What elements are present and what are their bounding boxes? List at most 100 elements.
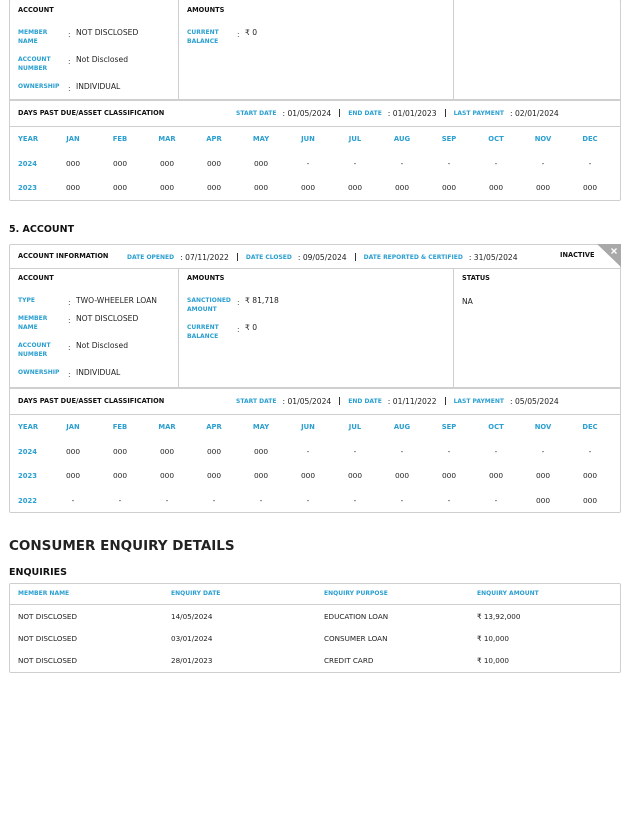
table-cell: EDUCATION LOAN: [324, 612, 389, 621]
divider: [9, 100, 621, 101]
column-heading: AMOUNTS: [187, 274, 225, 282]
table-header: JUN: [301, 135, 315, 143]
dpd-cell: -: [400, 495, 404, 505]
colon: [68, 54, 71, 67]
dpd-cell: -: [306, 495, 310, 505]
dpd-cell: 000: [488, 471, 504, 480]
colon: [68, 340, 71, 353]
dpd-heading: DAYS PAST DUE/ASSET CLASSIFICATION: [18, 397, 165, 405]
table-header: FEB: [112, 135, 128, 143]
table-header: JAN: [66, 135, 80, 143]
dpd-cell: 000: [65, 471, 81, 480]
dpd-cell: 000: [206, 471, 222, 480]
divider: [9, 268, 621, 269]
dpd-cell: -: [588, 446, 592, 456]
dpd-cell: 000: [300, 183, 316, 192]
year-cell: 2022: [18, 496, 37, 505]
field-label: ACCOUNT NUMBER: [18, 342, 51, 358]
table-cell: ₹ 13,92,000: [477, 612, 521, 621]
dpd-cell: -: [165, 495, 169, 505]
table-header: AUG: [393, 423, 411, 431]
date-label: LAST PAYMENT: [453, 397, 504, 405]
field-label: MEMBER NAME: [18, 315, 48, 331]
dpd-cell: 000: [206, 446, 222, 456]
divider: [9, 126, 621, 127]
table-header: OCT: [488, 423, 504, 431]
dpd-cell: 000: [582, 471, 598, 480]
date-label: END DATE: [348, 397, 382, 405]
dpd-cell: -: [400, 446, 404, 456]
table-header: DEC: [582, 135, 598, 143]
field-label: OWNERSHIP: [18, 83, 60, 90]
account-card: [9, 244, 621, 513]
divider: [9, 387, 621, 388]
dpd-cell: 000: [159, 158, 175, 168]
dpd-cell: -: [353, 495, 357, 505]
table-header: APR: [206, 135, 222, 143]
table-header: FEB: [112, 423, 128, 431]
field-label: ACCOUNT NUMBER: [18, 56, 51, 72]
dpd-cell: 000: [159, 446, 175, 456]
table-header: AUG: [393, 135, 411, 143]
dpd-cell: -: [541, 158, 545, 168]
date-value: 09/05/2024: [298, 253, 347, 262]
dpd-cell: -: [118, 495, 122, 505]
table-header: NOV: [534, 423, 552, 431]
dpd-cell: 000: [65, 158, 81, 168]
dpd-cell: -: [353, 158, 357, 168]
date-label: DATE REPORTED & CERTIFIED: [363, 253, 463, 261]
separator: [339, 109, 341, 117]
table-header: ENQUIRY AMOUNT: [477, 590, 539, 597]
date-value: 01/05/2024: [282, 397, 331, 406]
dpd-cell: 000: [347, 183, 363, 192]
date-value: 01/05/2024: [282, 109, 331, 118]
field-value: TWO-WHEELER LOAN: [76, 296, 157, 305]
separator: [444, 397, 446, 405]
table-cell: NOT DISCLOSED: [18, 612, 77, 621]
info-heading: ACCOUNT INFORMATION: [18, 252, 109, 260]
date-value: 07/11/2022: [180, 253, 229, 262]
date-value: 01/01/2023: [388, 109, 437, 118]
dpd-cell: 000: [394, 471, 410, 480]
table-cell: 28/01/2023: [171, 656, 213, 665]
dpd-cell: -: [71, 495, 75, 505]
date-label: END DATE: [348, 109, 382, 117]
date-label: START DATE: [236, 109, 277, 117]
column-heading: ACCOUNT: [18, 6, 54, 14]
section-title: 5. ACCOUNT: [9, 224, 75, 235]
dpd-cell: 000: [394, 183, 410, 192]
table-cell: ₹ 10,000: [477, 656, 510, 665]
dpd-cell: -: [447, 446, 451, 456]
subsection-title: ENQUIRIES: [9, 567, 67, 578]
dpd-cell: 000: [112, 183, 128, 192]
field-label: OWNERSHIP: [18, 369, 60, 376]
dpd-cell: 000: [65, 183, 81, 192]
date-value: 01/11/2022: [388, 397, 437, 406]
table-header: APR: [206, 423, 222, 431]
field-value: ₹ 81,718: [245, 296, 279, 305]
dpd-cell: 000: [159, 183, 175, 192]
date-row: START DATE 01/05/2024 END DATE 01/11/2022 LA…: [236, 396, 559, 406]
account-state: INACTIVE: [560, 251, 595, 259]
table-header: SEP: [441, 135, 457, 143]
dpd-cell: -: [541, 446, 545, 456]
dpd-cell: -: [212, 495, 216, 505]
field-value: INDIVIDUAL: [76, 82, 121, 91]
year-cell: 2024: [18, 159, 37, 168]
dpd-cell: -: [259, 495, 263, 505]
year-cell: 2024: [18, 447, 37, 456]
dpd-cell: -: [306, 446, 310, 456]
dpd-cell: 000: [253, 158, 269, 168]
dpd-cell: -: [494, 446, 498, 456]
table-header: SEP: [441, 423, 457, 431]
dpd-cell: 000: [441, 471, 457, 480]
date-value: 31/05/2024: [469, 253, 518, 262]
column-heading: STATUS: [462, 274, 490, 282]
date-value: 05/05/2024: [510, 397, 559, 406]
table-header: MAR: [158, 423, 176, 431]
year-cell: 2023: [18, 184, 37, 192]
dpd-cell: -: [400, 158, 404, 168]
table-header: ENQUIRY DATE: [171, 590, 221, 597]
dpd-cell: 000: [206, 183, 222, 192]
